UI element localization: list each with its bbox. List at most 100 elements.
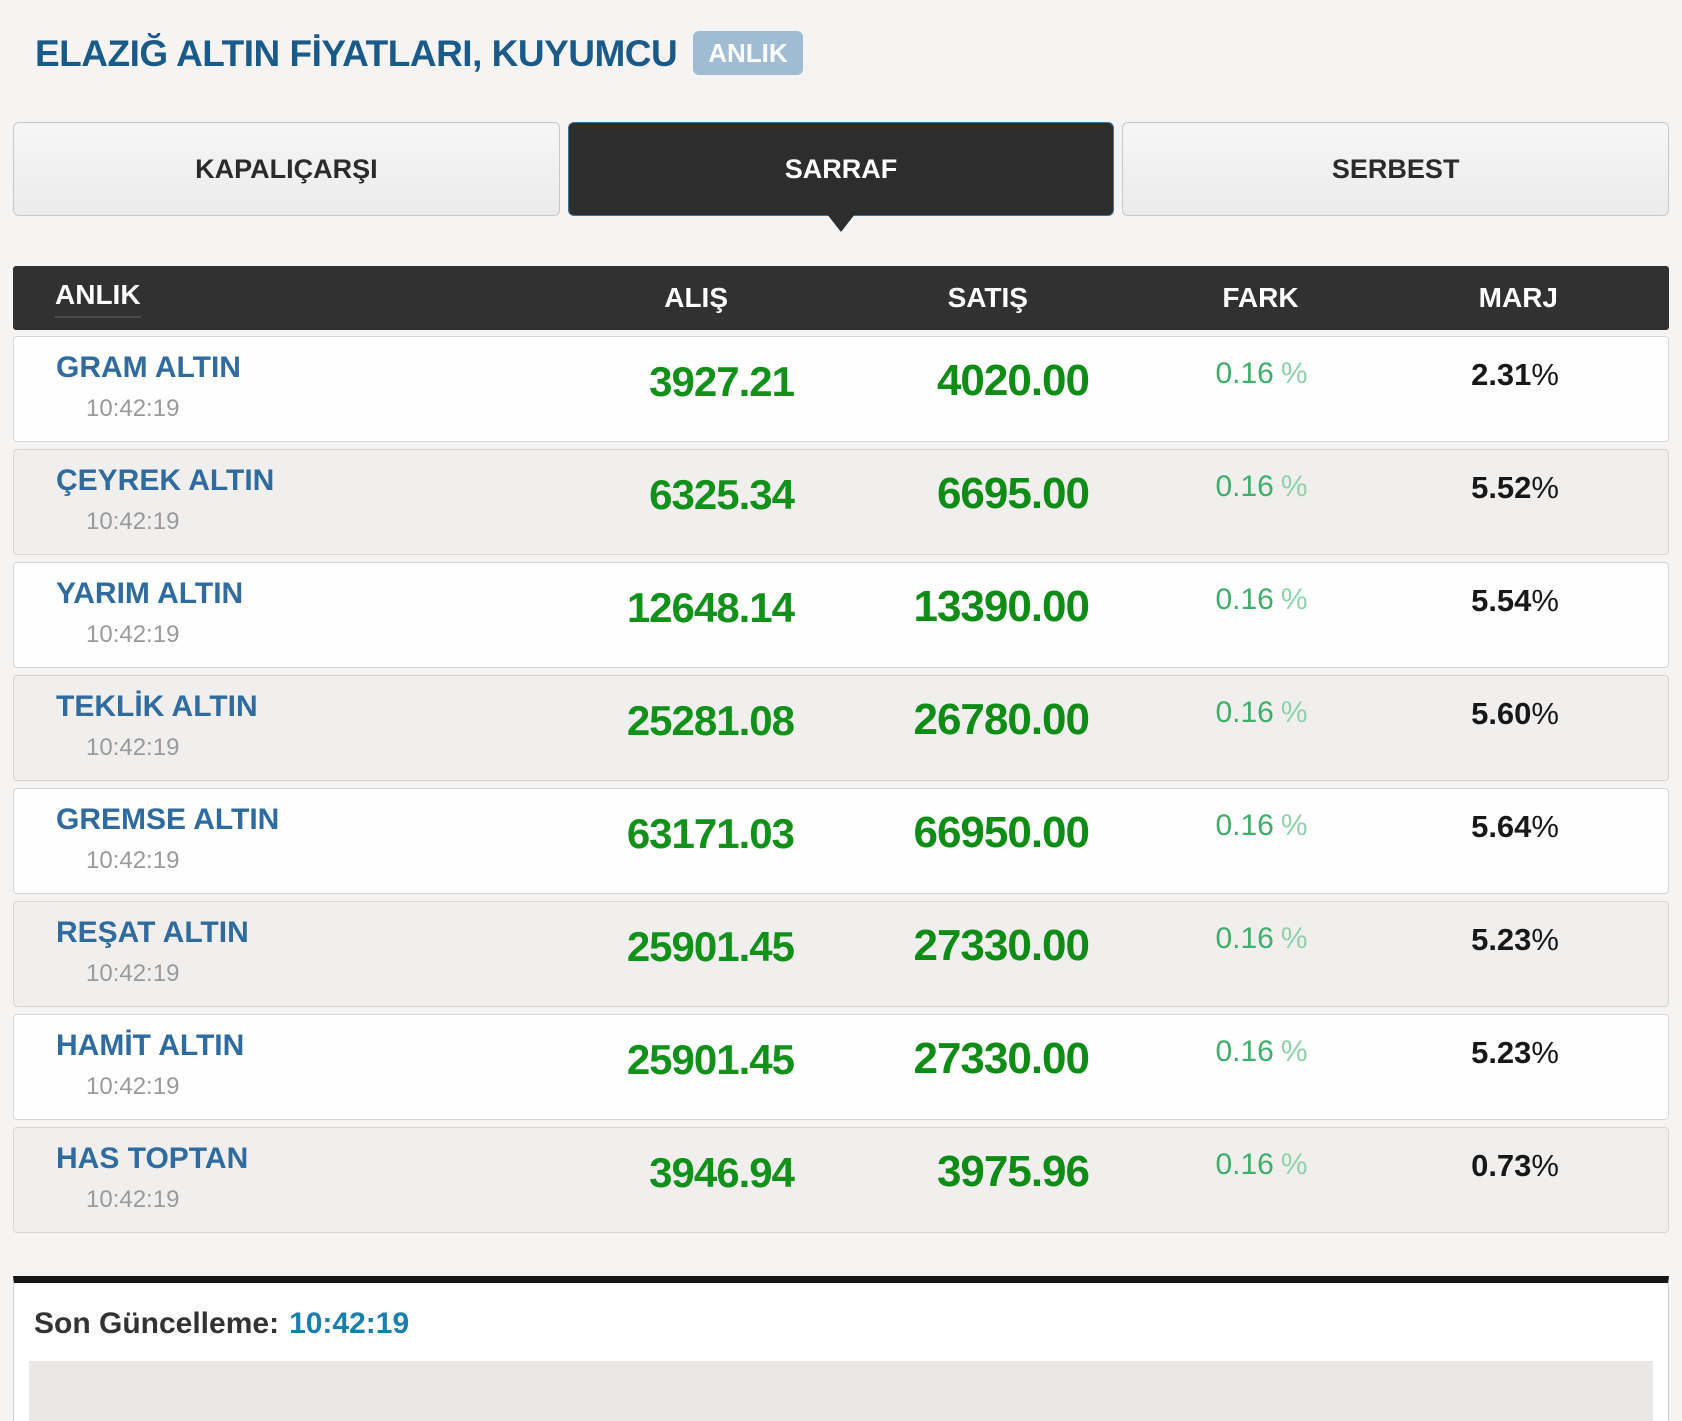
change-value: 0.16 [1215, 922, 1274, 955]
change-value: 0.16 [1215, 809, 1274, 842]
buy-price: 25901.45 [626, 923, 795, 970]
market-tabs: KAPALIÇARŞI SARRAF SERBEST [13, 122, 1670, 232]
buy-price: 3927.21 [649, 358, 795, 405]
margin-percent-sign: % [1531, 470, 1559, 505]
table-row: TEKLİK ALTIN 10:42:19 25281.08 26780.00 … [13, 675, 1669, 781]
margin-percent: 5.52% [1434, 450, 1559, 554]
change-percent: 0.16% [1089, 1015, 1434, 1119]
margin-percent: 5.64% [1434, 789, 1559, 893]
change-percent-sign: % [1280, 696, 1308, 729]
table-header: ANLIK ALIŞ SATIŞ FARK MARJ [13, 266, 1669, 330]
tab-sarraf[interactable]: SARRAF [567, 122, 1115, 232]
change-percent: 0.16% [1089, 1128, 1434, 1232]
buy-price: 63171.03 [626, 810, 795, 857]
instrument-name-link[interactable]: GREMSE ALTIN [56, 803, 280, 836]
change-percent: 0.16% [1089, 563, 1434, 667]
instrument-cell: HAS TOPTAN 10:42:19 [14, 1128, 484, 1232]
tab-sarraf-label: SARRAF [784, 153, 898, 184]
sell-price: 4020.00 [936, 356, 1090, 405]
header-satis: SATIŞ [947, 282, 1028, 313]
row-timestamp: 10:42:19 [86, 847, 180, 874]
instrument-cell: HAMİT ALTIN 10:42:19 [14, 1015, 484, 1119]
change-value: 0.16 [1215, 357, 1274, 390]
margin-value: 5.54 [1471, 583, 1532, 618]
header-anlik: ANLIK [13, 279, 483, 318]
instrument-cell: REŞAT ALTIN 10:42:19 [14, 902, 484, 1006]
instrument-name-link[interactable]: YARIM ALTIN [56, 577, 244, 610]
change-percent-sign: % [1280, 470, 1308, 503]
instrument-name-link[interactable]: REŞAT ALTIN [56, 916, 249, 949]
buy-price: 6325.34 [649, 471, 795, 518]
instrument-cell: GREMSE ALTIN 10:42:19 [14, 789, 484, 893]
sell-price: 66950.00 [913, 808, 1090, 857]
change-value: 0.16 [1215, 1148, 1274, 1181]
margin-percent: 5.60% [1434, 676, 1559, 780]
table-row: HAS TOPTAN 10:42:19 3946.94 3975.96 0.16… [13, 1127, 1669, 1233]
instrument-name-link[interactable]: HAMİT ALTIN [56, 1029, 245, 1062]
change-percent-sign: % [1280, 357, 1308, 390]
table-row: YARIM ALTIN 10:42:19 12648.14 13390.00 0… [13, 562, 1669, 668]
change-value: 0.16 [1215, 470, 1274, 503]
instrument-cell: GRAM ALTIN 10:42:19 [14, 337, 484, 441]
table-row: HAMİT ALTIN 10:42:19 25901.45 27330.00 0… [13, 1014, 1669, 1120]
instrument-name-link[interactable]: GRAM ALTIN [56, 351, 241, 384]
price-table-body: GRAM ALTIN 10:42:19 3927.21 4020.00 0.16… [13, 336, 1669, 1233]
row-timestamp: 10:42:19 [86, 1073, 180, 1100]
last-update-label: Son Güncelleme: [34, 1307, 280, 1340]
table-row: REŞAT ALTIN 10:42:19 25901.45 27330.00 0… [13, 901, 1669, 1007]
margin-percent-sign: % [1531, 1148, 1559, 1183]
header-alis: ALIŞ [664, 282, 728, 313]
instrument-name-link[interactable]: ÇEYREK ALTIN [56, 464, 275, 497]
instrument-name-link[interactable]: TEKLİK ALTIN [56, 690, 258, 723]
table-row: GRAM ALTIN 10:42:19 3927.21 4020.00 0.16… [13, 336, 1669, 442]
last-update-line: Son Güncelleme: 10:42:19 [14, 1309, 1668, 1339]
sell-price: 6695.00 [936, 469, 1090, 518]
change-percent-sign: % [1280, 1035, 1308, 1068]
page-title: ELAZIĞ ALTIN FİYATLARI, KUYUMCU [35, 32, 678, 74]
change-percent-sign: % [1280, 922, 1308, 955]
row-timestamp: 10:42:19 [86, 1186, 180, 1213]
margin-percent-sign: % [1531, 809, 1559, 844]
row-timestamp: 10:42:19 [86, 960, 180, 987]
last-update-bar: Son Güncelleme: 10:42:19 [13, 1276, 1669, 1421]
sell-price: 27330.00 [913, 1034, 1090, 1083]
margin-value: 2.31 [1471, 357, 1532, 392]
margin-percent-sign: % [1531, 1035, 1559, 1070]
instrument-cell: ÇEYREK ALTIN 10:42:19 [14, 450, 484, 554]
change-percent: 0.16% [1089, 337, 1434, 441]
buy-price: 25901.45 [626, 1036, 795, 1083]
margin-value: 5.23 [1471, 922, 1532, 957]
margin-percent: 2.31% [1434, 337, 1559, 441]
margin-percent: 0.73% [1434, 1128, 1559, 1232]
title-row: ELAZIĞ ALTIN FİYATLARI, KUYUMCU ANLIK [35, 24, 1669, 82]
margin-value: 5.23 [1471, 1035, 1532, 1070]
row-timestamp: 10:42:19 [86, 621, 180, 648]
sell-price: 26780.00 [913, 695, 1090, 744]
margin-percent-sign: % [1531, 922, 1559, 957]
change-value: 0.16 [1215, 1035, 1274, 1068]
sell-price: 13390.00 [913, 582, 1090, 631]
instrument-name-link[interactable]: HAS TOPTAN [56, 1142, 249, 1175]
margin-value: 5.64 [1471, 809, 1532, 844]
change-value: 0.16 [1215, 696, 1274, 729]
last-update-time: 10:42:19 [289, 1307, 410, 1340]
change-percent-sign: % [1280, 583, 1308, 616]
margin-percent: 5.23% [1434, 1015, 1559, 1119]
tab-kapalicarsi[interactable]: KAPALIÇARŞI [13, 122, 560, 216]
instrument-cell: TEKLİK ALTIN 10:42:19 [14, 676, 484, 780]
buy-price: 3946.94 [649, 1149, 795, 1196]
tab-serbest[interactable]: SERBEST [1122, 122, 1670, 216]
anlik-badge: ANLIK [693, 31, 803, 75]
margin-value: 5.52 [1471, 470, 1532, 505]
sell-price: 3975.96 [936, 1147, 1090, 1196]
margin-percent: 5.54% [1434, 563, 1559, 667]
header-marj: MARJ [1478, 282, 1558, 313]
change-value: 0.16 [1215, 583, 1274, 616]
row-timestamp: 10:42:19 [86, 395, 180, 422]
margin-percent-sign: % [1531, 696, 1559, 731]
margin-percent: 5.23% [1434, 902, 1559, 1006]
sell-price: 27330.00 [913, 921, 1090, 970]
change-percent-sign: % [1280, 1148, 1308, 1181]
row-timestamp: 10:42:19 [86, 508, 180, 535]
